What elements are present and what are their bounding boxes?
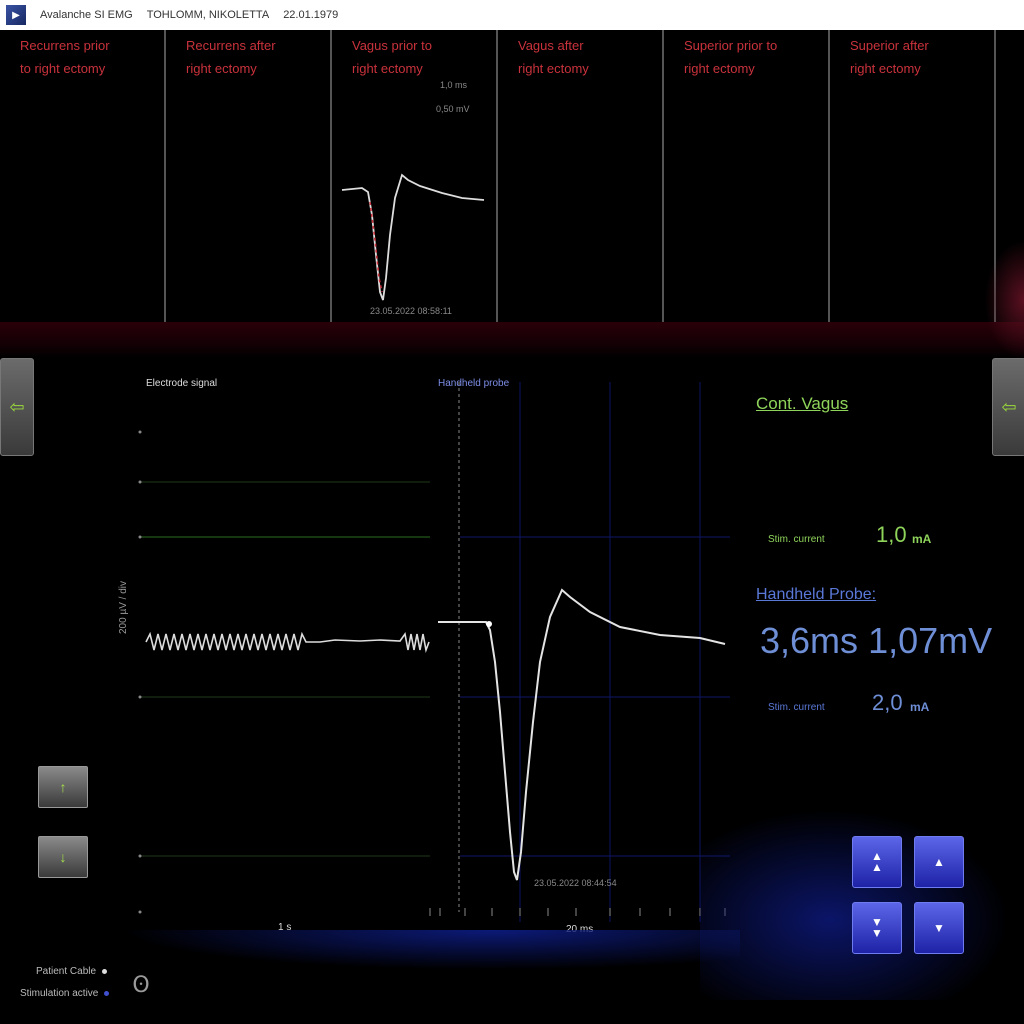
waveform-timestamp: 23.05.2022 08:58:11 bbox=[370, 306, 452, 316]
edge-glow bbox=[984, 240, 1024, 360]
arrow-down-icon: ↓ bbox=[59, 849, 67, 865]
panel-title: Recurrens prior to right ectomy bbox=[20, 38, 110, 76]
panel-superior-prior[interactable]: Superior prior to right ectomy bbox=[664, 30, 830, 330]
panel-title: Superior after right ectomy bbox=[850, 38, 929, 76]
main-emg-plot: Electrode signal Handheld probe 200 µV /… bbox=[118, 372, 740, 942]
stim-current-value-2: 2,0 bbox=[872, 690, 903, 715]
scale-amplitude: 0,50 mV bbox=[436, 104, 470, 114]
gain-down-button[interactable]: ▼ bbox=[914, 902, 964, 954]
latency-value: 3,6ms bbox=[760, 620, 859, 661]
panel-superior-after[interactable]: Superior after right ectomy bbox=[830, 30, 996, 330]
patient-name: TOHLOMM, NIKOLETTA bbox=[146, 9, 270, 21]
panel-vagus-after[interactable]: Vagus after right ectomy bbox=[498, 30, 664, 330]
stim-current-unit-2: mA bbox=[910, 700, 930, 714]
prev-page-button[interactable]: ⇦ bbox=[0, 358, 34, 456]
scale-down-button[interactable]: ↓ bbox=[38, 836, 88, 878]
arrow-up-icon: ↑ bbox=[59, 779, 67, 795]
stim-current-label-2: Stim. current bbox=[768, 702, 825, 713]
gain-up-fast-button[interactable]: ▲ ▲ bbox=[852, 836, 902, 888]
panel-vagus-prior[interactable]: Vagus prior to right ectomy 1,0 ms 0,50 … bbox=[332, 30, 498, 330]
panel-title: Vagus after right ectomy bbox=[518, 38, 589, 76]
app-logo-icon: ▶ bbox=[6, 5, 26, 25]
panel-glow bbox=[0, 322, 1024, 358]
x-label-right: 20 ms bbox=[566, 924, 593, 935]
plot-canvas bbox=[138, 382, 730, 922]
electrode-signal-label: Electrode signal bbox=[146, 378, 218, 389]
patient-date: 22.01.1979 bbox=[283, 9, 339, 21]
panel-title: Vagus prior to right ectomy bbox=[352, 38, 432, 76]
chevron-down-icon: ▼ bbox=[933, 920, 945, 935]
scale-up-button[interactable]: ↑ bbox=[38, 766, 88, 808]
title-bar: ▶ Avalanche SI EMG TOHLOMM, NIKOLETTA 22… bbox=[0, 0, 1024, 30]
arrow-left-icon: ⇦ bbox=[1001, 396, 1017, 417]
scale-time: 1,0 ms bbox=[440, 80, 468, 90]
stimulation-status: Stimulation active bbox=[20, 988, 110, 999]
patient-cable-label: Patient Cable bbox=[36, 966, 97, 977]
amplitude-value: 1,07mV bbox=[868, 620, 993, 661]
double-chevron-down-icon: ▼ ▼ bbox=[871, 915, 883, 940]
plot-timestamp: 23.05.2022 08:44:54 bbox=[534, 878, 617, 888]
vagus-prior-waveform bbox=[341, 173, 485, 301]
status-dot-icon bbox=[102, 969, 108, 974]
device-logo: ʘ bbox=[124, 966, 158, 1004]
blue-glow bbox=[700, 800, 1024, 1000]
handheld-probe-label: Handheld probe bbox=[438, 378, 510, 389]
gain-up-button[interactable]: ▲ bbox=[914, 836, 964, 888]
logo-icon: ʘ bbox=[132, 972, 150, 998]
double-chevron-up-icon: ▲ ▲ bbox=[871, 849, 883, 874]
handheld-probe-heading: Handheld Probe: bbox=[756, 586, 877, 603]
cont-vagus-heading: Cont. Vagus bbox=[756, 394, 849, 413]
nerve-panels: Recurrens prior to right ectomy Recurren… bbox=[0, 30, 1024, 330]
stim-current-unit-1: mA bbox=[912, 532, 932, 546]
gain-down-fast-button[interactable]: ▼ ▼ bbox=[852, 902, 902, 954]
panel-title: Superior prior to right ectomy bbox=[684, 38, 778, 76]
status-dot-icon bbox=[104, 991, 110, 996]
chevron-up-icon: ▲ bbox=[933, 854, 945, 869]
next-page-button[interactable]: ⇦ bbox=[992, 358, 1024, 456]
app-title: Avalanche SI EMG bbox=[40, 9, 133, 21]
bottom-glow bbox=[120, 930, 740, 970]
panel-title: Recurrens after right ectomy bbox=[186, 38, 276, 76]
latency-amplitude-readout: 3,6ms 1,07mV bbox=[760, 620, 992, 662]
y-axis-label: 200 µV / div bbox=[118, 580, 129, 634]
patient-cable-status: Patient Cable bbox=[36, 966, 108, 977]
measurement-panel: Cont. Vagus Stim. current 1,0 mA Handhel… bbox=[756, 390, 1016, 730]
arrow-left-icon: ⇦ bbox=[9, 396, 25, 417]
stimulation-active-label: Stimulation active bbox=[20, 988, 99, 999]
panel-recurrens-after[interactable]: Recurrens after right ectomy bbox=[166, 30, 332, 330]
stim-current-value-1: 1,0 bbox=[876, 522, 907, 547]
stim-current-label-1: Stim. current bbox=[768, 534, 825, 545]
panel-recurrens-prior[interactable]: Recurrens prior to right ectomy bbox=[0, 30, 166, 330]
x-label-left: 1 s bbox=[278, 922, 292, 933]
